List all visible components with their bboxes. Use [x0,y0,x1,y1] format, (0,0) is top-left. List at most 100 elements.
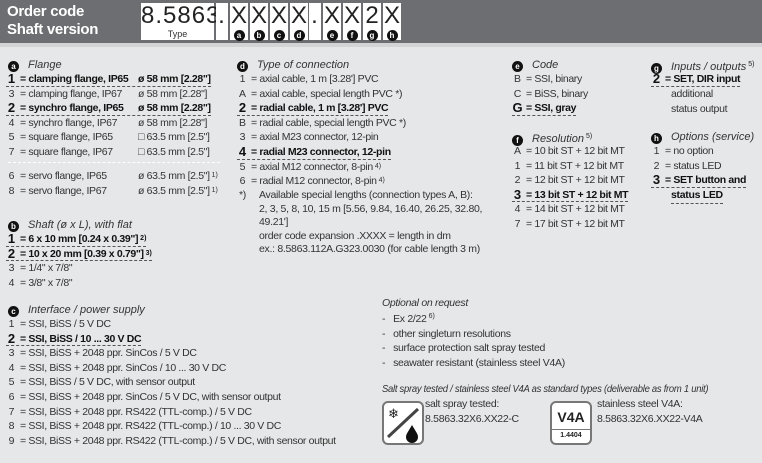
note-mark: *) [239,189,246,201]
position-value: X [383,2,400,29]
option-text: = SSI, BiSS / 5 V DC [20,318,111,330]
v4a-badge: V4A [557,409,585,425]
option-text: = 17 bit ST + 12 bit MT [526,217,625,230]
v4a-info: stainless steel V4A: 8.5863.32X6.XX22-V4A [597,397,703,426]
option-text: = square flange, IP65 [20,131,113,144]
option-text: = square flange, IP67 [20,145,113,158]
option-text: = SSI, BiSS + 2048 ppr. RS422 (TTL-comp.… [20,420,281,433]
option-key: 8 [8,420,15,433]
option-text: = 10 bit ST + 12 bit MT [526,145,625,157]
footnote-ref: 3) [145,249,152,257]
v4a-order-code: 8.5863.32X6.XX22-V4A [597,412,703,425]
io-extra-line: additional [671,88,713,100]
position-value: X [250,2,267,29]
section-header-resolution: f Resolution 5) [512,130,592,146]
position-value: X [323,2,340,29]
option-dimension: ø 63.5 mm [2.5"] [138,184,210,197]
option-text: = servo flange, IP65 [20,170,107,182]
option-text: = BiSS, binary [526,87,588,100]
option-row: 1 = 6 x 10 mm [0.24 x 0.39"] 2) [6,231,152,247]
option-key: 4 [8,276,15,289]
options-extra-line: status LED [671,188,723,204]
position-letter-badge: h [386,30,398,41]
option-dimension: ø 58 mm [2.28"] [138,73,211,85]
section-letter-badge: h [651,133,662,144]
v4a-icon: V4A 1.4404 [550,401,592,445]
option-key: 3 [513,186,522,202]
option-text: = axial M12 connector, 8-pin [251,160,373,173]
connection-options: 1 = axial cable, 1 m [3.28'] PVC A = axial … [237,72,406,189]
optional-item-text: surface protection salt spray tested [393,342,546,355]
v4a-material: 1.4404 [552,429,590,442]
section-header-code: e Code [512,58,558,73]
option-key: 4 [238,143,247,159]
section-title: Interface / power supply [28,304,145,316]
optional-item-text: other singleturn resolutions [393,327,511,340]
option-row: 2 = 12 bit ST + 12 bit MT [512,173,628,188]
io-extra: additional status output [671,87,728,116]
option-key: 1 [239,73,246,85]
option-text: = SSI, BiSS + 2048 ppr. SinCos / 10 ... … [20,361,226,374]
section-title: Inputs / outputs [671,61,747,73]
option-text: = axial M23 connector, 12-pin [251,131,379,144]
option-key: 3 [8,87,15,100]
separator-box: . [309,3,321,40]
position-letter-badge: e [326,30,338,41]
section-header-options: h Options (service) [651,130,754,145]
option-row: 3 = axial M23 connector, 12-pin [237,130,406,145]
optional-item: - Ex 2/22 6) [382,313,435,325]
option-row: 9 = SSI, BiSS + 2048 ppr. RS422 (TTL-comp… [6,434,337,449]
option-dimension: ø 63.5 mm [2.5"] [138,170,210,182]
option-text: = clamping flange, IP67 [20,87,122,100]
option-text: = 11 bit ST + 12 bit MT [526,159,624,172]
option-key: 6 [239,175,246,188]
option-text: = SSI, BiSS + 2048 ppr. RS422 (TTL-comp.… [20,405,252,418]
salt-spray-info: salt spray tested: 8.5863.32X6.XX22-C [425,397,519,426]
option-key: 1 [7,231,16,246]
position-value: X [343,2,360,29]
position-letter-badge: f [346,30,358,41]
option-key: B [513,73,521,85]
option-row: 6 = radial M12 connector, 8-pin 4) [237,174,406,189]
option-row: 4 = 3/8" x 7/8" [6,276,152,291]
option-row: 7 = 17 bit ST + 12 bit MT [512,217,628,232]
option-row: 5 = square flange, IP65 □ 63.5 mm [2.5"] [6,130,211,145]
option-key: B [238,116,246,129]
header-strip [0,43,762,47]
option-row: 1 = axial cable, 1 m [3.28'] PVC [237,72,406,87]
order-code-header [0,0,762,43]
option-key: C [513,87,522,100]
option-key: 7 [8,405,15,418]
option-text: = SSI, BiSS + 2048 ppr. RS422 (TTL-comp.… [20,434,336,447]
option-row: 4 = radial M23 connector, 12-pin [237,143,406,160]
option-key: 9 [8,434,15,447]
note-line: order code expansion .XXXX = length in d… [259,229,451,242]
position-letter-badge: c [273,30,285,41]
option-key: G [512,100,523,116]
position-value: X [230,2,247,29]
option-text: = 3/8" x 7/8" [20,276,73,289]
option-text: = SSI, BiSS + 2048 ppr. SinCos / 5 V DC,… [20,390,281,403]
section-letter-badge: g [651,63,662,74]
io-options: 2 = SET, DIR input [651,71,741,87]
footnote-ref: 1) [211,172,218,179]
option-key: 7 [514,217,521,230]
option-row: 3 = clamping flange, IP67 ø 58 mm [2.28"] [6,87,211,102]
optional-item: - seawater resistant (stainless steel V4… [382,356,565,369]
option-row: 4 = synchro flange, IP67 ø 58 mm [2.28"] [6,116,211,131]
option-row: 6 = servo flange, IP65 ø 63.5 mm [2.5"] 1) [6,169,218,184]
option-key: 7 [8,145,15,158]
optional-list: - Ex 2/22 6) - other singleturn resolution… [382,310,565,370]
options-extra: status LED [671,188,723,204]
option-row: 6 = SSI, BiSS + 2048 ppr. SinCos / 5 V DC… [6,390,336,405]
option-row: 5 = axial M12 connector, 8-pin 4) [237,160,406,175]
option-text: = 12 bit ST + 12 bit MT [526,174,625,187]
option-row: 1 = 11 bit ST + 12 bit MT [512,159,628,174]
svg-text:❄: ❄ [388,406,399,421]
section-title: Resolution [532,133,584,145]
note-line: 2, 3, 5, 8, 10, 15 m [5.56, 9.84, 16.40,… [259,202,483,229]
